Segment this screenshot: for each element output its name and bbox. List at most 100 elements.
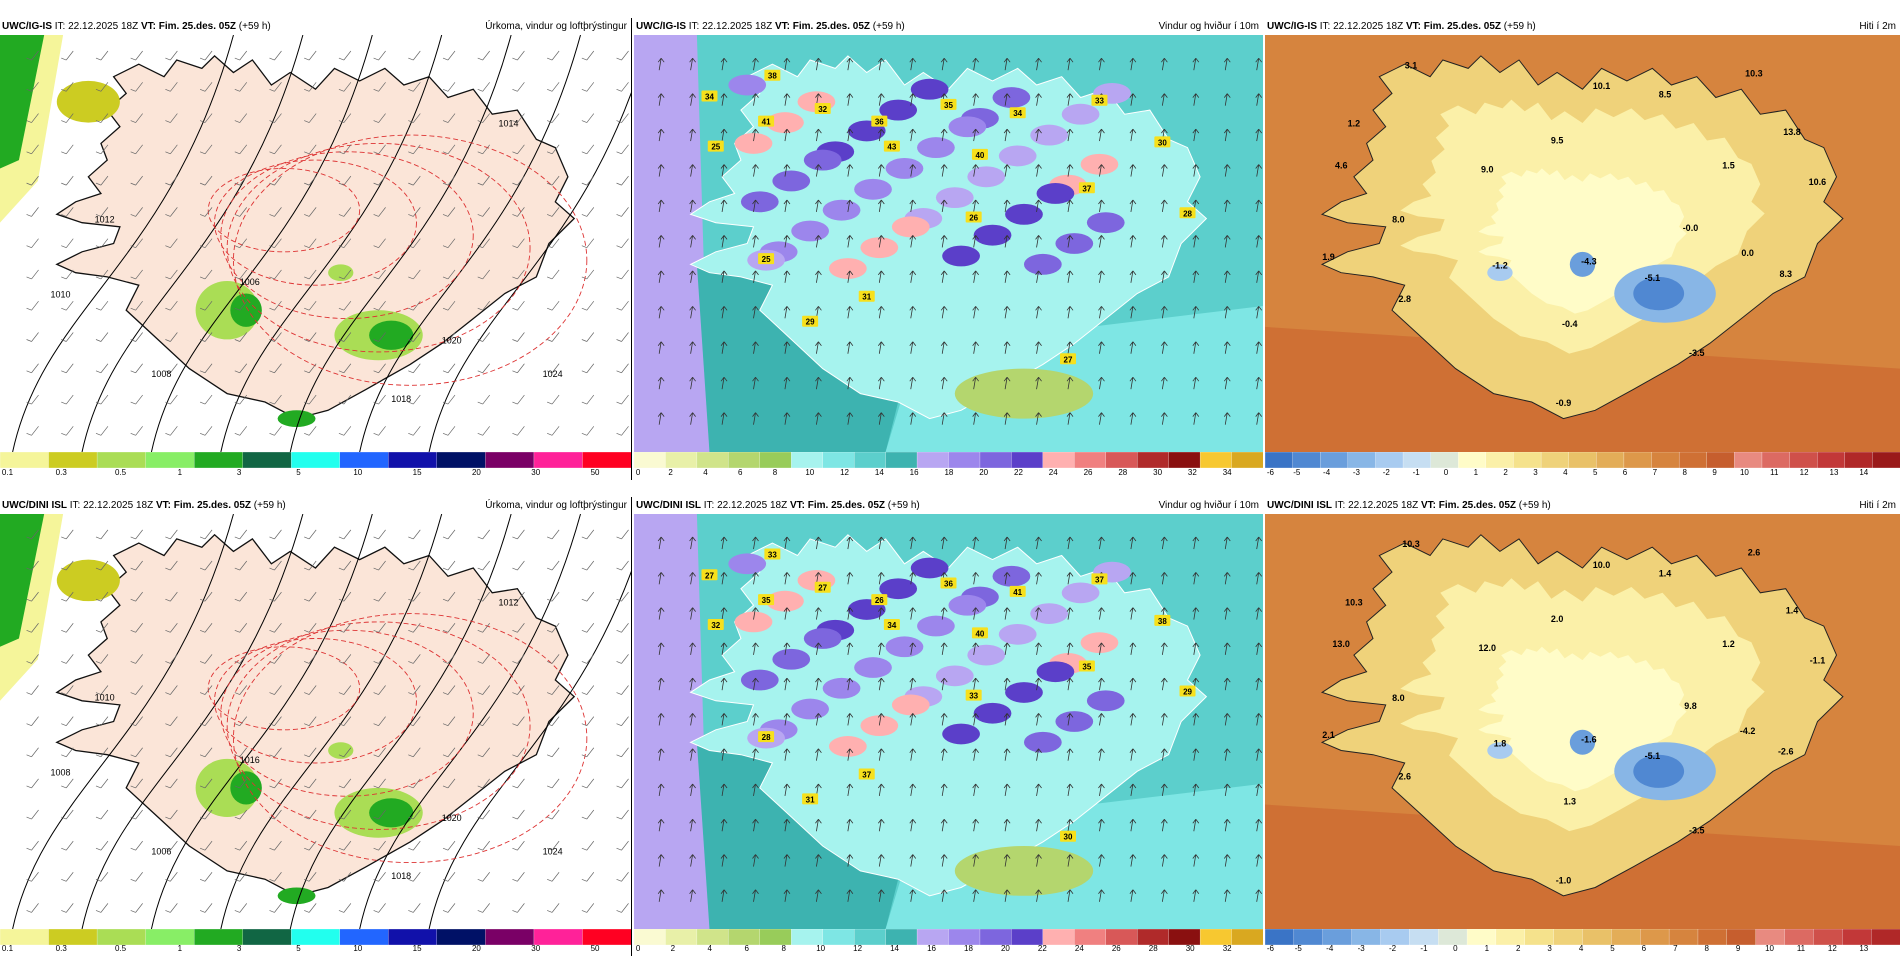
wind-barb — [338, 82, 352, 92]
wind-barb — [547, 113, 560, 123]
wind-barb — [234, 238, 248, 248]
wind-arrow — [1129, 128, 1137, 142]
temperature-label: 4.6 — [1335, 160, 1348, 170]
gust-area — [772, 648, 811, 670]
wind-arrow — [1223, 748, 1231, 761]
wind-barb — [442, 716, 456, 726]
wind-barb — [26, 50, 39, 61]
gust-label-box — [758, 115, 775, 127]
wind-barb — [408, 778, 421, 789]
wind-barb — [616, 591, 629, 602]
wind-barb — [61, 809, 74, 820]
isobar-label: 1024 — [543, 846, 563, 856]
wind-barb — [269, 50, 282, 61]
wind-barb — [373, 238, 386, 248]
wind-barb — [477, 175, 490, 186]
color-scale-swatch — [291, 929, 341, 945]
color-scale-swatch — [665, 929, 698, 945]
wind-barb — [234, 332, 248, 342]
wind-arrow — [1066, 748, 1074, 761]
wind-barb — [269, 269, 282, 280]
map-canvas: 34 38 41 25 32 36 35 43 40 34 33 30 37 26 25 28 29 31 27 — [634, 35, 1263, 452]
wind-barb — [408, 591, 421, 602]
wind-barb — [26, 144, 39, 155]
wind-arrow — [940, 306, 948, 319]
wind-arrow — [1223, 128, 1231, 142]
gust-label-box — [971, 148, 988, 160]
cold-area — [1487, 264, 1513, 282]
wind-arrow — [1129, 164, 1137, 177]
wind-barb — [581, 623, 595, 633]
iceland-coastline — [55, 533, 576, 897]
color-scale-swatch — [145, 452, 195, 468]
wind-barb — [616, 394, 629, 405]
gust-area — [728, 553, 767, 575]
wind-arrow — [1192, 341, 1200, 354]
wind-field — [954, 368, 1094, 419]
wind-arrow — [752, 572, 759, 585]
wind-arrow — [1223, 536, 1231, 550]
isobar-line — [220, 514, 443, 929]
wind-arrow — [877, 376, 885, 390]
precip-area — [369, 320, 414, 350]
wind-arrow — [846, 306, 854, 319]
temperature-label: 1.4 — [1659, 568, 1672, 578]
cold-area — [1487, 742, 1513, 759]
wind-arrow — [1003, 889, 1011, 902]
wind-barb — [61, 144, 74, 155]
map-panel-wind: UWC/DINI ISL IT: 22.12.2025 18Z VT: Fim.… — [634, 497, 1263, 956]
color-scale-tick: 0 — [1453, 944, 1458, 953]
gust-label-box — [707, 619, 724, 631]
wind-barb — [234, 50, 248, 61]
wind-barb — [373, 654, 386, 664]
wind-arrow — [1161, 306, 1168, 319]
wind-arrow — [752, 713, 759, 726]
gust-label-box — [1154, 136, 1171, 148]
color-scale-swatch — [853, 929, 887, 945]
color-scale-tick: 18 — [964, 944, 973, 953]
wind-barb — [547, 175, 560, 186]
wind-arrow — [877, 57, 885, 71]
wind-arrow — [1066, 270, 1074, 283]
color-scale-swatch — [1784, 929, 1815, 945]
wind-barb — [442, 363, 456, 374]
wind-barb — [234, 872, 248, 882]
color-scale-tick: -2 — [1389, 944, 1397, 953]
lead-time: (+59 h) — [1503, 21, 1536, 32]
wind-barb — [95, 301, 109, 311]
wind-arrow — [1035, 819, 1042, 832]
wind-barb — [581, 685, 595, 695]
wind-barb — [442, 872, 456, 882]
color-scale-swatch — [696, 452, 730, 468]
wind-arrow — [689, 889, 696, 902]
valid-time: Fim. 25.des. 05Z — [158, 21, 237, 32]
wind-barb — [269, 363, 282, 374]
wind-arrow — [1003, 536, 1011, 550]
gust-area — [1005, 682, 1043, 703]
wind-arrow — [689, 819, 696, 832]
color-scale-tick: 13 — [1859, 944, 1869, 953]
color-scale-tick: 5 — [1592, 468, 1598, 477]
gust-label: 28 — [762, 733, 771, 742]
wind-arrow — [1098, 235, 1105, 248]
isobar-label: 1008 — [151, 369, 171, 379]
temperature-label: -1.1 — [1810, 655, 1826, 665]
wind-arrow — [1066, 889, 1074, 902]
wind-barb — [95, 778, 109, 789]
wind-arrow — [846, 854, 854, 867]
wind-barb — [234, 903, 248, 913]
wind-arrow — [1223, 93, 1231, 106]
temperature-label: -0.9 — [1556, 398, 1572, 408]
wind-arrow — [877, 642, 885, 655]
wind-barb — [373, 363, 386, 374]
wind-barb — [477, 529, 490, 540]
wind-barb — [304, 82, 317, 92]
wind-barb — [581, 903, 595, 913]
gust-area — [803, 628, 842, 649]
wind-arrow — [1161, 376, 1168, 390]
color-scale-tick: -2 — [1382, 468, 1390, 477]
wind-arrow — [909, 93, 917, 106]
gust-label-box — [814, 103, 831, 115]
color-scale-swatch — [822, 929, 855, 945]
panel-header: UWC/IG-IS IT: 22.12.2025 18Z VT: Fim. 25… — [1265, 18, 1900, 35]
